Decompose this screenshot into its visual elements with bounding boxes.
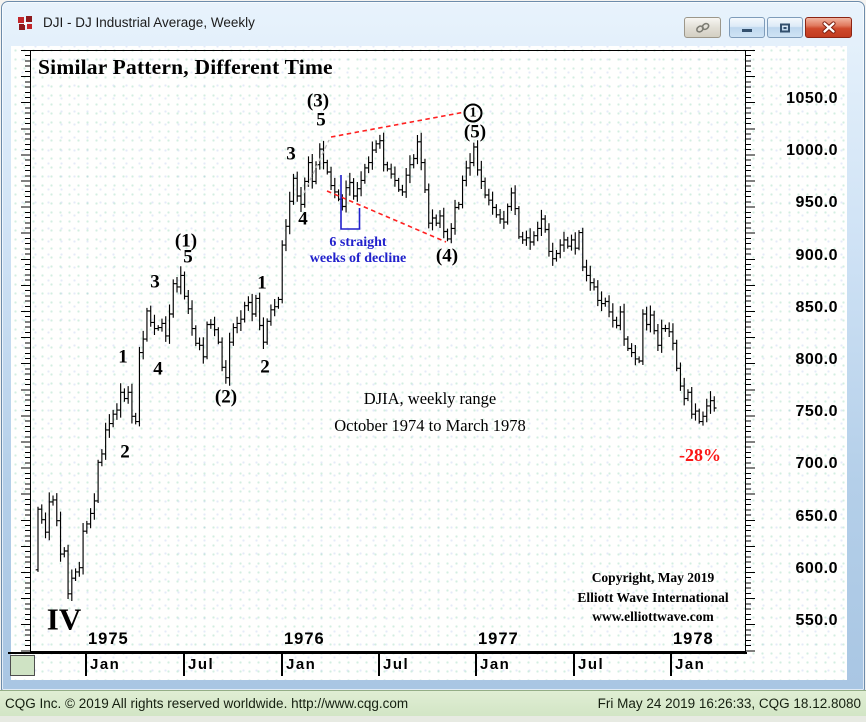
decline-note-line-1: 6 straight bbox=[329, 235, 387, 250]
x-axis-month-label: Jan bbox=[286, 656, 317, 673]
cqg-app-icon bbox=[17, 15, 34, 32]
status-bar-timestamp: Fri May 24 2019 16:26:33, CQG 18.12.8080 bbox=[597, 696, 861, 711]
y-axis-label: 850.0 bbox=[795, 298, 838, 316]
titlebar[interactable]: DJI - DJ Industrial Average, Weekly bbox=[2, 2, 864, 46]
restore-icon bbox=[780, 23, 790, 32]
status-bar-copyright: CQG Inc. © 2019 All rights reserved worl… bbox=[5, 696, 409, 711]
chart-canvas[interactable] bbox=[11, 46, 847, 680]
wave-label: 4 bbox=[298, 208, 308, 230]
x-axis-separator bbox=[183, 654, 185, 676]
x-axis-month-label: Jul bbox=[383, 656, 410, 673]
price-bars bbox=[35, 111, 717, 601]
x-axis-month-label: Jan bbox=[480, 656, 511, 673]
year-label: 1976 bbox=[284, 630, 325, 648]
left-scale-minor-ticks bbox=[25, 50, 30, 652]
wave-label: 5 bbox=[316, 109, 326, 131]
x-axis-separator bbox=[475, 654, 477, 676]
wave-label: (5) bbox=[463, 121, 487, 143]
wave-label: 1 bbox=[118, 346, 128, 368]
app-window: DJI - DJ Industrial Average, Weekly bbox=[1, 1, 865, 691]
chart-title: Similar Pattern, Different Time bbox=[38, 55, 333, 79]
wave-label: 2 bbox=[260, 356, 270, 378]
chart-subtitle-line-2: October 1974 to March 1978 bbox=[334, 416, 526, 435]
x-axis-corner-cell bbox=[10, 655, 35, 676]
y-axis-label: 750.0 bbox=[795, 403, 838, 421]
y-axis-label: 800.0 bbox=[795, 351, 838, 368]
x-axis-month-label: Jan bbox=[675, 656, 706, 673]
year-label: 1977 bbox=[478, 630, 519, 648]
copyright-line-2: Elliott Wave International bbox=[577, 590, 729, 605]
x-axis-row[interactable] bbox=[8, 652, 747, 678]
bottom-strip bbox=[0, 716, 866, 722]
minimize-button[interactable] bbox=[729, 17, 765, 38]
status-bar: CQG Inc. © 2019 All rights reserved worl… bbox=[0, 690, 866, 716]
y-axis-label: 650.0 bbox=[795, 507, 838, 525]
plot-frame bbox=[30, 50, 746, 652]
window-title: DJI - DJ Industrial Average, Weekly bbox=[43, 15, 255, 30]
wave-label: 1 bbox=[257, 272, 267, 294]
close-icon bbox=[821, 21, 836, 34]
chain-link-icon bbox=[695, 22, 709, 33]
x-axis-separator bbox=[573, 654, 575, 676]
wave-label: 4 bbox=[153, 358, 163, 380]
wave-label: (1) bbox=[174, 230, 198, 252]
wave-label: (2) bbox=[214, 386, 238, 408]
year-label: 1975 bbox=[88, 630, 129, 648]
x-axis-month-label: Jan bbox=[90, 656, 121, 673]
y-axis-label: 950.0 bbox=[795, 194, 838, 212]
y-axis-label: 550.0 bbox=[795, 612, 838, 629]
price-scale-minor-ticks bbox=[746, 50, 751, 652]
wave-label: 3 bbox=[286, 143, 296, 165]
window-controls bbox=[682, 17, 852, 38]
wave-label: (3) bbox=[306, 90, 330, 112]
x-axis-separator bbox=[85, 654, 87, 676]
y-axis-label: 1000.0 bbox=[786, 142, 838, 160]
year-label: 1978 bbox=[673, 630, 714, 648]
copyright-line-1: Copyright, May 2019 bbox=[591, 570, 715, 585]
y-axis-label: 1050.0 bbox=[786, 90, 838, 107]
wave-label: (4) bbox=[435, 245, 459, 267]
decline-pct-label: -28% bbox=[679, 445, 721, 465]
wave-label: 5 bbox=[183, 246, 193, 268]
wave-label: 3 bbox=[150, 271, 160, 293]
x-axis-separator bbox=[378, 654, 380, 676]
x-axis-separator bbox=[281, 654, 283, 676]
x-axis-month-label: Jul bbox=[188, 656, 215, 673]
close-button[interactable] bbox=[805, 17, 852, 38]
wave-label: 2 bbox=[120, 441, 130, 463]
wave-label: IV bbox=[46, 601, 82, 637]
minimize-icon bbox=[742, 29, 752, 32]
decline-note-line-2: weeks of decline bbox=[309, 251, 407, 266]
y-axis-label: 700.0 bbox=[795, 455, 838, 473]
y-axis-label: 900.0 bbox=[795, 246, 838, 264]
chart-subtitle-line-1: DJIA, weekly range bbox=[363, 389, 497, 408]
x-axis-month-label: Jul bbox=[578, 656, 605, 673]
y-axis-label: 600.0 bbox=[795, 559, 838, 577]
restore-button[interactable] bbox=[767, 17, 803, 38]
circled-wave-label: 1 bbox=[463, 103, 483, 123]
copyright-line-3: www.elliottwave.com bbox=[592, 609, 714, 624]
x-axis-separator bbox=[670, 654, 672, 676]
link-windows-button[interactable] bbox=[684, 17, 721, 38]
